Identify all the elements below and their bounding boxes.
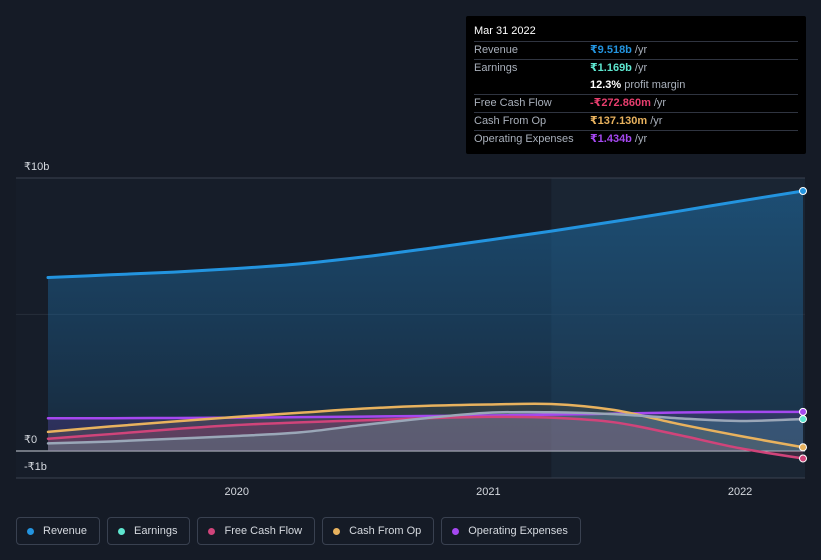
- tooltip-unit: /yr: [634, 44, 648, 56]
- legend-label: Revenue: [43, 525, 88, 537]
- cash-from-op-endpoint: [799, 443, 807, 452]
- tooltip-row: Earnings ₹1.169b/yr: [474, 59, 798, 77]
- tooltip-row: Operating Expenses ₹1.434b/yr: [474, 130, 798, 148]
- legend-item-revenue[interactable]: Revenue: [16, 517, 101, 545]
- data-tooltip: Mar 31 2022 Revenue ₹9.518b/yr Earnings ₹1.…: [466, 16, 806, 154]
- tooltip-row: Cash From Op ₹137.130m/yr: [474, 112, 798, 130]
- legend-dot-icon: [27, 527, 34, 535]
- y-tick-label: -₹1b: [24, 461, 47, 473]
- tooltip-date: Mar 31 2022: [474, 25, 536, 37]
- free-cash-flow-endpoint: [799, 454, 807, 463]
- tooltip-value: ₹9.518b: [590, 44, 632, 56]
- cash-from-op-area: [48, 403, 803, 451]
- operating-expenses-endpoint: [799, 407, 807, 416]
- legend-item-cash-from-op[interactable]: Cash From Op: [322, 517, 435, 545]
- revenue-line: [46, 189, 805, 280]
- tooltip-row: Free Cash Flow -₹272.860m/yr: [474, 94, 798, 112]
- free-cash-flow-area: [48, 416, 803, 459]
- legend-label: Operating Expenses: [468, 525, 568, 537]
- legend-dot-icon: [118, 527, 126, 535]
- legend-dot-icon: [208, 527, 216, 535]
- x-tick-label: 2021: [476, 486, 500, 498]
- y-tick-label: ₹10b: [24, 161, 49, 173]
- tooltip-label: Earnings: [474, 62, 518, 74]
- operating-expenses-line: [46, 410, 805, 420]
- tooltip-value: ₹1.434b: [590, 133, 632, 145]
- legend-item-free-cash-flow[interactable]: Free Cash Flow: [197, 517, 316, 545]
- tooltip-label: Free Cash Flow: [474, 97, 552, 109]
- legend-label: Cash From Op: [349, 525, 422, 537]
- tooltip-value: ₹1.169b: [590, 62, 632, 74]
- tooltip-value: 12.3%: [590, 79, 622, 91]
- tooltip-value: ₹137.130m: [590, 115, 648, 127]
- tooltip-unit: profit margin: [624, 79, 686, 91]
- tooltip-unit: /yr: [653, 97, 667, 109]
- earnings-line: [46, 410, 805, 445]
- tooltip-unit: /yr: [634, 133, 648, 145]
- tooltip-label: [474, 77, 590, 94]
- x-tick-label: 2022: [728, 486, 752, 498]
- tooltip-label: Cash From Op: [474, 115, 547, 127]
- chart-legend: Revenue Earnings Free Cash Flow Cash From O…: [16, 517, 581, 545]
- legend-dot-icon: [333, 527, 341, 535]
- tooltip-value: -₹272.860m: [590, 97, 651, 109]
- tooltip-row: 12.3% profit margin: [474, 77, 798, 94]
- legend-dot-icon: [452, 527, 460, 535]
- legend-label: Earnings: [134, 525, 178, 537]
- tooltip-row: Revenue ₹9.518b/yr: [474, 41, 798, 59]
- x-tick-label: 2020: [225, 486, 249, 498]
- y-tick-label: ₹0: [24, 434, 37, 446]
- legend-label: Free Cash Flow: [224, 525, 303, 537]
- legend-item-earnings[interactable]: Earnings: [107, 517, 191, 545]
- revenue-endpoint: [799, 187, 807, 195]
- tooltip-label: Operating Expenses: [474, 133, 574, 145]
- tooltip-label: Revenue: [474, 44, 519, 56]
- revenue-area: [48, 191, 803, 451]
- tooltip-unit: /yr: [634, 62, 648, 74]
- tooltip-unit: /yr: [650, 115, 663, 127]
- earnings-endpoint: [799, 415, 807, 424]
- cash-from-op-line: [46, 402, 805, 449]
- legend-item-operating-expenses[interactable]: Operating Expenses: [441, 517, 581, 545]
